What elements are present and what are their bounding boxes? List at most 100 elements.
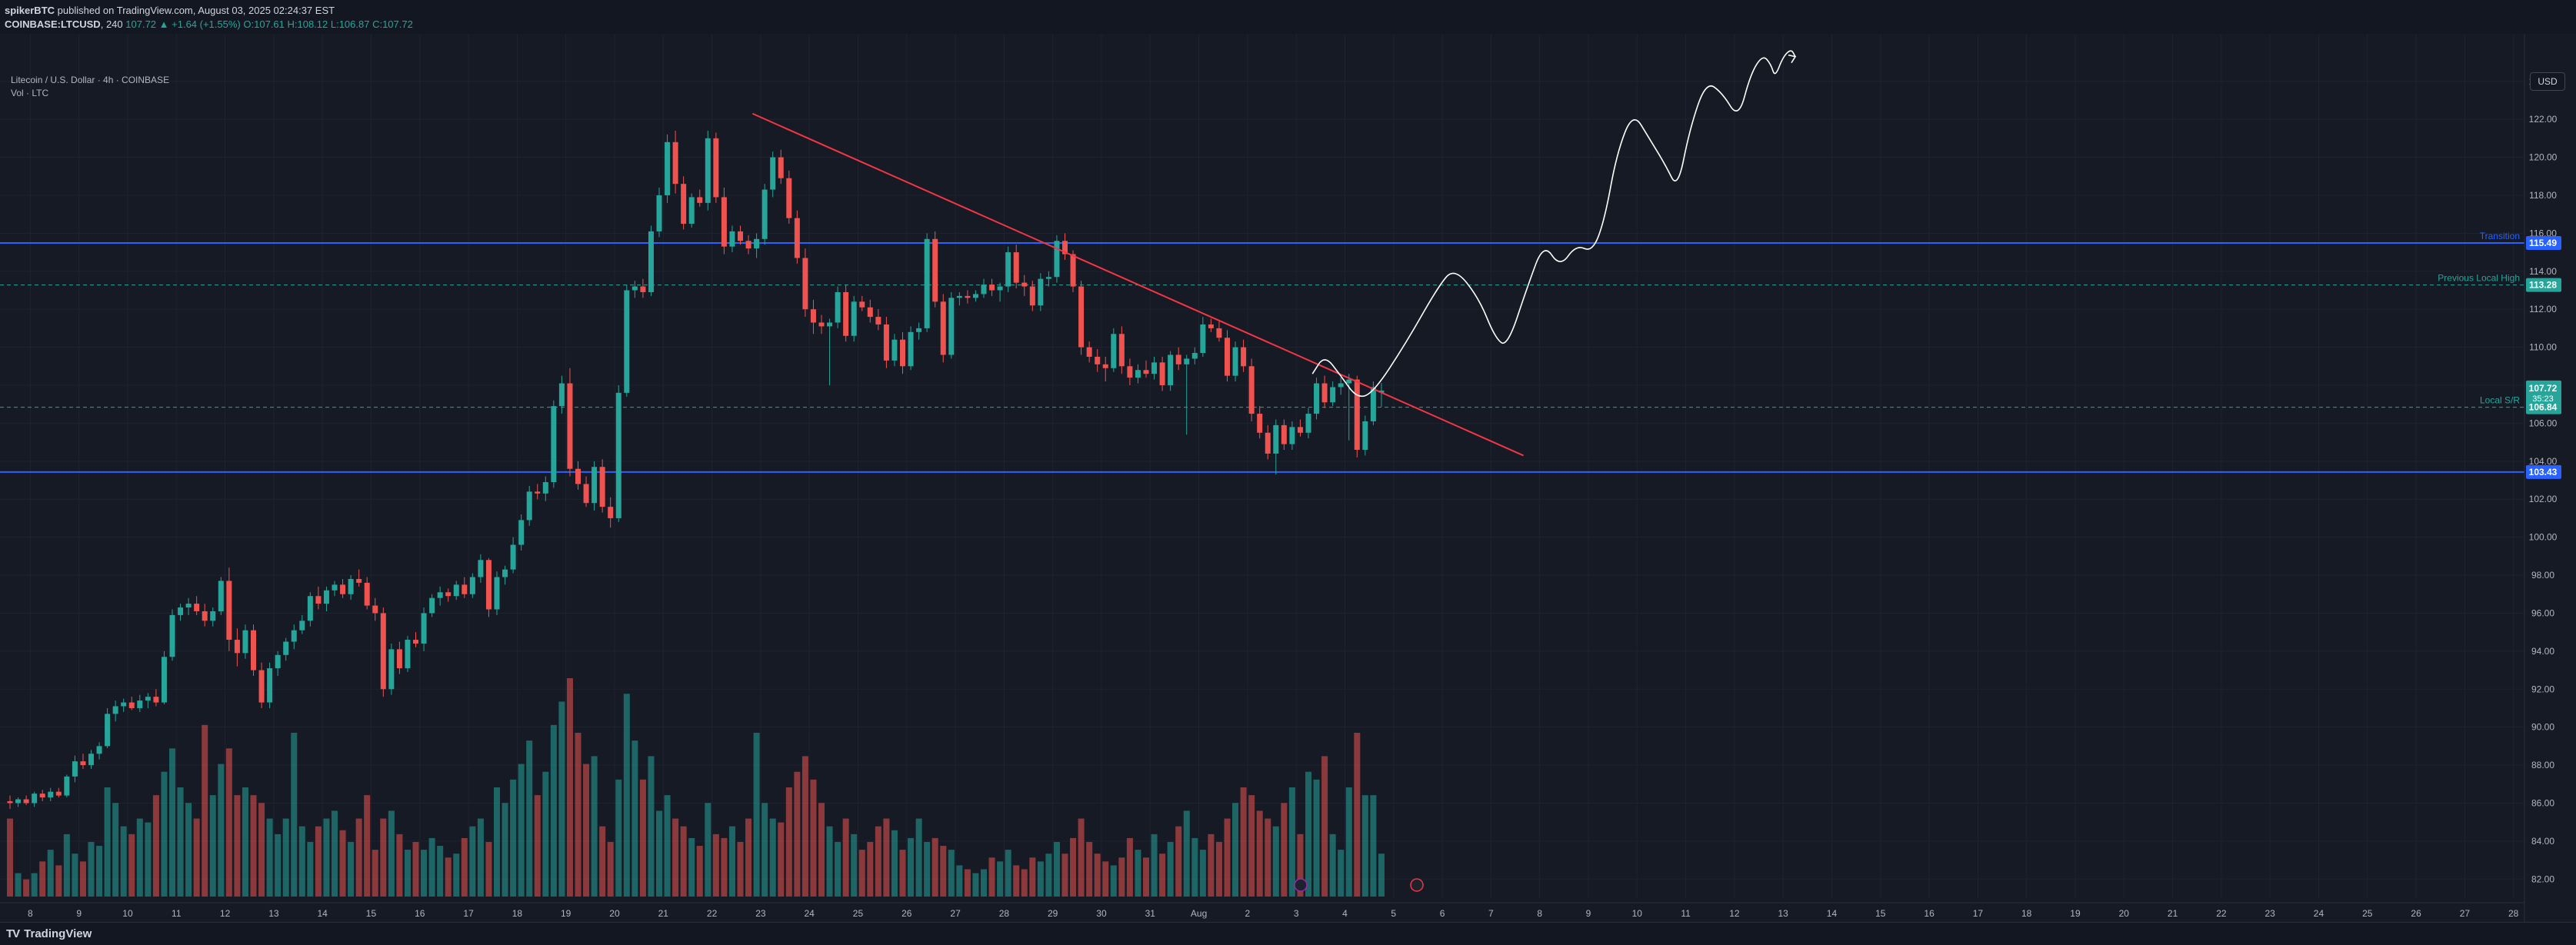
- volume-bar: [607, 842, 614, 897]
- volume-bar: [1224, 818, 1231, 897]
- candle-body: [494, 577, 500, 610]
- time-label: 22: [2216, 908, 2227, 919]
- candle-body: [818, 322, 825, 327]
- level-price-tag: 113.28: [2529, 280, 2557, 291]
- volume-bar: [242, 787, 248, 897]
- candle-body: [153, 697, 159, 703]
- volume-bar: [31, 873, 38, 897]
- price-axis[interactable]: 124.00122.00120.00118.00116.00114.00112.…: [2524, 34, 2576, 922]
- author-name[interactable]: spikerBTC: [5, 5, 55, 16]
- candle-body: [1265, 432, 1271, 454]
- candle-body: [1297, 427, 1303, 433]
- time-label: 28: [999, 908, 1010, 919]
- projection-path: [1311, 50, 1796, 398]
- volume-bar: [997, 861, 1004, 897]
- time-label: 17: [1973, 908, 1984, 919]
- volume-bar: [1345, 787, 1352, 897]
- volume-bar: [494, 787, 500, 897]
- candle-body: [1346, 379, 1352, 384]
- volume-bar: [956, 865, 963, 897]
- volume-bar: [218, 764, 225, 897]
- candle-body: [1078, 286, 1085, 348]
- volume-bar: [526, 740, 533, 897]
- volume-bar: [542, 771, 549, 897]
- volume-bar: [534, 795, 541, 897]
- volume-bar: [323, 818, 330, 897]
- volume-bar: [835, 842, 841, 897]
- candle-body: [502, 569, 508, 577]
- volume-bar: [15, 873, 22, 897]
- volume-bar: [266, 818, 273, 897]
- candle-body: [462, 584, 468, 594]
- volume-bar: [1061, 853, 1068, 897]
- candle-body: [940, 301, 946, 355]
- price-chart[interactable]: Transition Previous Local High Local S/R 1…: [0, 34, 2576, 922]
- volume-bars: [7, 678, 1385, 897]
- candle-body: [745, 241, 751, 249]
- candle-body: [39, 794, 45, 798]
- candle-body: [883, 324, 889, 361]
- candle-body: [1102, 364, 1108, 368]
- volume-bar: [1029, 857, 1036, 897]
- volume-bar: [575, 733, 582, 897]
- candle-body: [405, 640, 411, 669]
- candle-body: [88, 754, 94, 766]
- candle-body: [592, 467, 598, 504]
- candle-body: [997, 286, 1003, 291]
- candle-body: [981, 284, 987, 294]
- volume-bar: [428, 837, 435, 897]
- volume-bar: [502, 803, 508, 897]
- candle-body: [23, 799, 29, 804]
- candle-body: [105, 714, 111, 747]
- time-label: 11: [1681, 908, 1691, 919]
- price-change: ▲ +1.64 (+1.55%): [158, 18, 241, 30]
- candle-body: [608, 507, 614, 518]
- time-axis[interactable]: 8 9 10 11 12 13 14 15 16 17 18 19 20 21 22 23 24 25 26 27 28…: [0, 902, 2524, 919]
- volume-bar: [1329, 834, 1336, 897]
- volume-bar: [112, 803, 119, 897]
- horizontal-levels[interactable]: Transition Previous Local High Local S/R: [0, 231, 2524, 473]
- time-label: 4: [1342, 908, 1348, 919]
- candle-body: [315, 596, 322, 604]
- volume-bar: [1037, 861, 1044, 897]
- candle-body: [665, 141, 671, 195]
- candle-body: [1021, 282, 1028, 287]
- time-label: 12: [1729, 908, 1740, 919]
- time-label: Aug: [1191, 908, 1207, 919]
- price-tick-label: 122.00: [2529, 114, 2558, 125]
- volume-bar: [39, 861, 46, 897]
- level-price-tag-bg: [2526, 278, 2561, 292]
- level-name: Previous Local High: [2438, 273, 2520, 284]
- volume-bar: [875, 826, 881, 897]
- candle-body: [64, 776, 70, 796]
- price-tick-label: 110.00: [2529, 342, 2557, 353]
- time-label: 21: [658, 908, 669, 919]
- chart-area[interactable]: Transition Previous Local High Local S/R 1…: [0, 34, 2576, 922]
- candle-body: [624, 290, 630, 393]
- tradingview-logo[interactable]: TV TradingView: [6, 927, 92, 940]
- price-tick-label: 86.00: [2531, 797, 2554, 808]
- volume-bar: [339, 830, 346, 897]
- volume-bar: [1086, 842, 1093, 897]
- volume-bar: [477, 818, 484, 897]
- candle-body: [1241, 347, 1247, 367]
- candle-body: [453, 584, 459, 597]
- volume-bar: [915, 818, 922, 897]
- price-tick-label: 112.00: [2529, 304, 2557, 314]
- chart-legend: Litecoin / U.S. Dollar · 4h · COINBASE V…: [11, 74, 169, 100]
- candle-body: [128, 702, 135, 708]
- volume-bar: [1045, 853, 1052, 897]
- time-label: 5: [1391, 908, 1396, 919]
- candle-body: [267, 668, 273, 703]
- currency-button[interactable]: USD: [2530, 72, 2565, 91]
- candle-body: [615, 392, 622, 518]
- candle-body: [202, 611, 208, 621]
- volume-bar: [225, 748, 232, 897]
- candle-body: [835, 291, 841, 323]
- drawings[interactable]: [751, 50, 1797, 892]
- volume-bar: [972, 873, 979, 897]
- volume-bar: [234, 795, 241, 897]
- volume-bar: [632, 740, 638, 897]
- volume-bar: [801, 756, 808, 897]
- volume-bar: [842, 818, 849, 897]
